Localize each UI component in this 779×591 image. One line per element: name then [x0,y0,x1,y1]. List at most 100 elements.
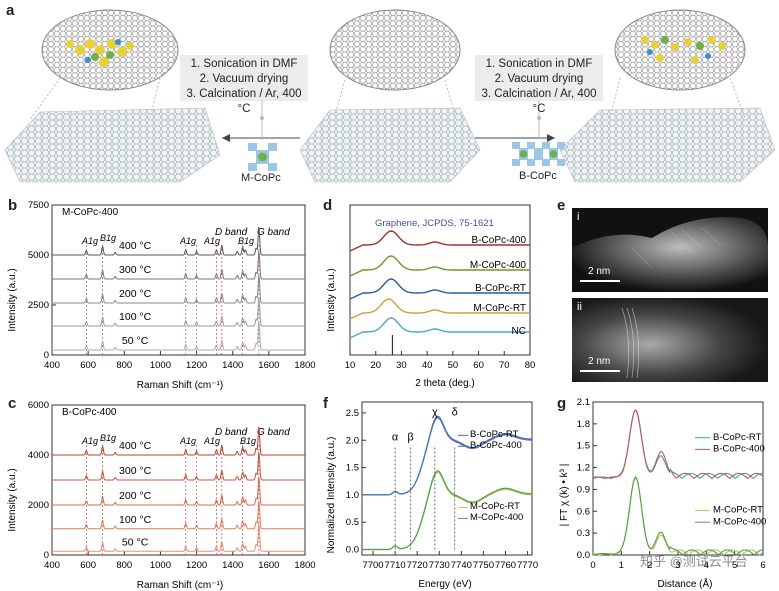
x-tick-label: 3 [675,560,680,571]
chart-b-xlabel: Raman Shift (cm⁻¹) [137,380,223,390]
panel-a-label: a [6,2,15,19]
micrograph-ii-scale: 2 nm [588,356,611,367]
steps-left: 1. Sonication in DMF 2. Vacuum drying 3.… [180,57,308,117]
y-tick-label: 2.1 [577,397,590,408]
cluster-right [641,36,726,64]
cluster-left [66,39,134,67]
xrd-chart-d: Graphene, JCPDS, 75-1621 Intensity (a.u.… [326,204,536,389]
m-copc-icon [248,143,277,171]
chart-f-ylabel: Normalized Intensity (a.u.) [326,437,337,554]
x-tick-label: 6 [760,560,765,571]
temperature-label: 50 °C [122,536,149,548]
x-tick-label: 7760 [495,560,516,571]
chart-b-band-a1g-3: A1g [203,236,220,246]
x-tick-label: 1 [619,560,624,571]
chart-c-band-b1g-1: B1g [100,433,116,443]
temperature-label: 100 °C [119,311,152,323]
x-tick-label: 7770 [517,560,538,571]
series-label: NC [512,326,526,337]
plot-frame [361,401,533,556]
chart-b-band-b1g-2: B1g [238,236,254,246]
x-tick-label: 80 [525,360,536,371]
steps-right: 1. Sonication in DMF 2. Vacuum drying 3.… [475,57,603,117]
y-tick-label: 1.5 [346,463,359,474]
chart-f-xlabel: Energy (eV) [418,579,471,590]
x-tick-label: 1000 [150,360,171,371]
x-tick-label: 400 [44,560,60,571]
legend-label: B-CoPc-RT [713,432,762,443]
panel-c-label: c [8,395,17,412]
x-tick-label: 7740 [451,560,472,571]
y-tick-label: 1.5 [577,441,590,452]
chart-c-band-b1g-2: B1g [240,436,256,446]
x-tick-label: 50 [448,360,459,371]
b-copc-icon [512,142,565,166]
chart-b-sample-label: M-CoPc-400 [62,207,119,218]
legend-label: B-CoPc-400 [470,440,522,451]
x-tick-label: 7720 [407,560,428,571]
feature-marker-label: δ [452,406,458,418]
chart-g-ylabel: | FT χ (k) • k³ | [559,464,570,527]
legend-label: M-CoPc-RT [470,501,520,512]
panel-f-label: f [323,395,328,412]
temperature-label: 50 °C [122,335,149,347]
series-label: B-CoPc-RT [475,283,526,294]
y-tick-label: 2.0 [346,435,359,446]
x-tick-label: 7730 [429,560,450,571]
chart-d-xlabel: 2 theta (deg.) [415,378,474,389]
x-tick-label: 30 [396,360,407,371]
x-tick-label: 70 [499,360,510,371]
y-tick-label: 1.0 [346,490,359,501]
xanes-series-line [362,415,533,496]
series-label: M-CoPc-400 [470,260,527,271]
x-tick-label: 1400 [222,560,243,571]
y-tick-label: 7500 [28,200,49,211]
step-2-left: 2. Vacuum drying [199,73,289,85]
exafs-chart-g: | FT χ (k) • k³ | Distance (Å) 知乎 @测试云平台… [559,397,766,590]
micrograph-ii-texture [572,298,768,382]
x-tick-label: 7710 [385,560,406,571]
b-copc-label: B-CoPc [519,170,557,182]
x-tick-label: 1000 [150,560,171,571]
xrd-series-line [349,298,530,320]
panel-b-label: b [8,197,18,214]
raman-series-line [52,250,305,280]
chart-b-band-d: D band [215,227,248,238]
step-1-left: 1. Sonication in DMF [190,58,298,70]
xanes-series-line [362,470,532,551]
plot-frame [349,204,531,356]
chart-b-band-a1g-1: A1g [81,236,98,246]
y-tick-label: 5000 [28,250,49,261]
y-tick-label: 0.3 [577,528,590,539]
x-tick-label: 1400 [222,360,243,371]
temperature-label: 200 °C [119,288,152,300]
chart-c-band-g: G band [257,427,290,438]
x-tick-label: 1800 [294,360,315,371]
raman-series-line [52,523,305,552]
y-tick-label: 0 [44,350,49,361]
panel-a-illustration [4,9,776,183]
x-tick-label: 1800 [294,560,315,571]
micrograph-i: i 2 nm [572,208,768,292]
chart-b-band-g: G band [257,227,290,238]
y-tick-label: 0 [44,550,49,561]
y-tick-label: 2000 [28,500,49,511]
y-tick-label: 0.0 [346,545,359,556]
raman-series-line [52,500,305,530]
y-tick-label: 0.0 [577,550,590,561]
x-tick-label: 10 [345,360,356,371]
micrograph-ii: ii 2 nm [572,298,768,382]
chart-c-band-a1g-3: A1g [203,436,220,446]
y-tick-label: 2500 [28,300,49,311]
xrd-series-line [349,255,530,277]
micrograph-i-texture [572,217,768,292]
legend-label: M-CoPc-RT [713,505,763,516]
y-tick-label: 0.5 [346,517,359,528]
chart-b-ylabel: Intensity (a.u.) [7,268,18,331]
chart-d-ylabel: Intensity (a.u.) [326,268,337,331]
chart-c-ylabel: Intensity (a.u.) [7,468,18,531]
xrd-series-line [349,317,530,339]
chart-c-band-a1g-2: A1g [179,436,196,446]
feature-marker-label: α [392,431,399,443]
raman-series-line [52,297,305,327]
